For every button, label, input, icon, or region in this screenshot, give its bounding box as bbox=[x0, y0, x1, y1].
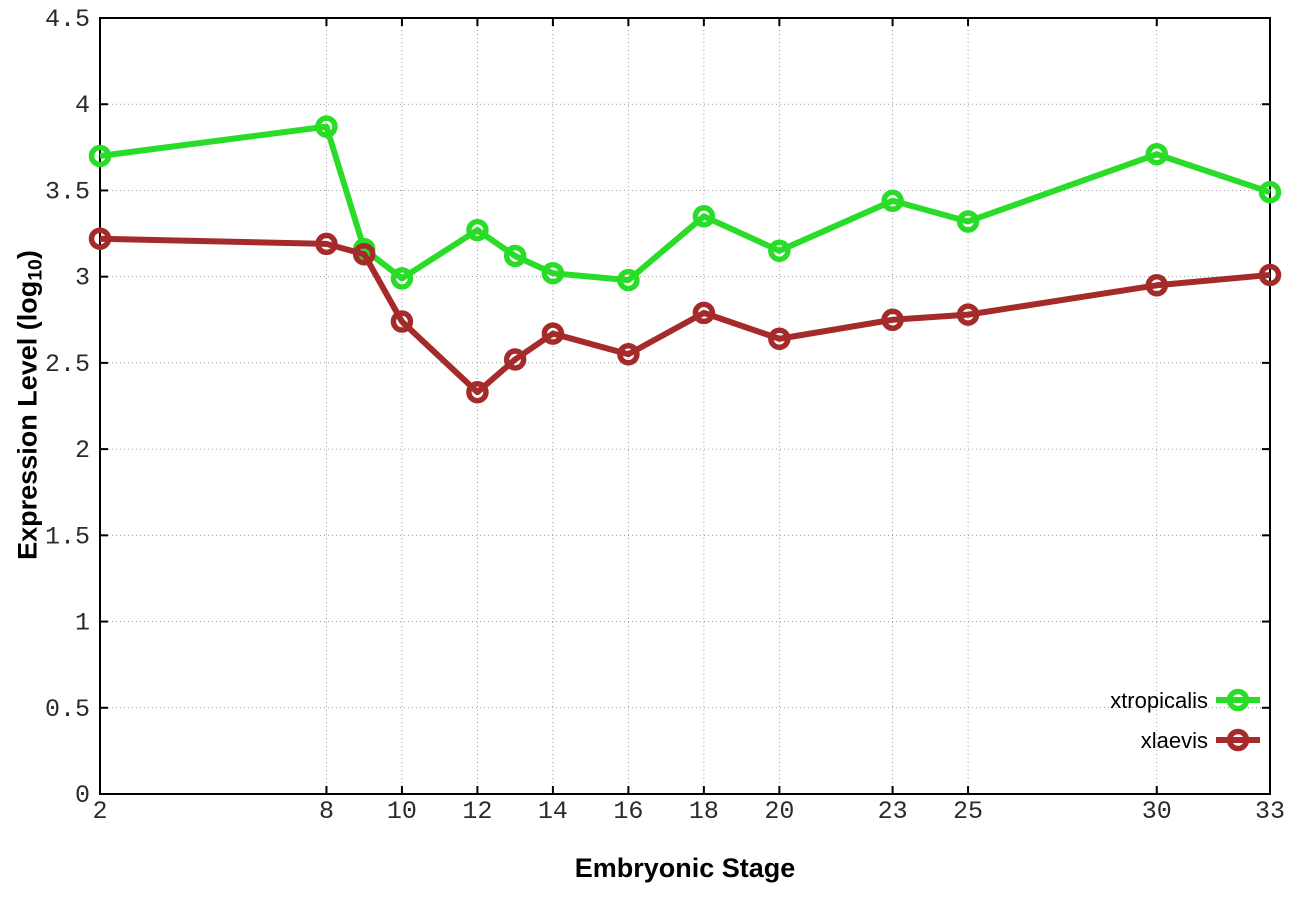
data-point-xlaevis bbox=[768, 327, 791, 350]
y-axis-title: Expression Level (log10) bbox=[12, 250, 47, 560]
y-axis-title-main: Expression Level (log bbox=[12, 280, 43, 560]
legend-sample-marker-xtropicalis bbox=[1226, 688, 1250, 712]
data-point-xtropicalis bbox=[1258, 180, 1282, 204]
data-point-xlaevis bbox=[390, 310, 414, 333]
y-tick-label: 1 bbox=[75, 609, 90, 638]
legend-label-xtropicalis: xtropicalis bbox=[1110, 688, 1208, 713]
y-axis-title-end: ) bbox=[12, 250, 43, 260]
series-line-xlaevis bbox=[99, 235, 1271, 396]
data-point-xtropicalis bbox=[692, 205, 716, 228]
data-point-xlaevis bbox=[352, 242, 376, 266]
x-axis-title: Embryonic Stage bbox=[574, 853, 796, 883]
x-tick-label: 8 bbox=[319, 797, 334, 826]
data-point-xtropicalis bbox=[768, 239, 791, 263]
x-tick-label: 16 bbox=[613, 797, 643, 826]
data-point-xtropicalis bbox=[503, 244, 527, 268]
y-tick-label: 2 bbox=[75, 436, 90, 465]
x-tick-label: 23 bbox=[878, 797, 908, 826]
data-point-xlaevis bbox=[541, 322, 565, 345]
x-tick-label: 20 bbox=[764, 797, 794, 826]
data-point-xtropicalis bbox=[1145, 142, 1169, 166]
x-tick-label: 33 bbox=[1255, 797, 1285, 826]
data-point-xtropicalis bbox=[390, 267, 414, 290]
x-tick-label: 30 bbox=[1142, 797, 1172, 826]
x-tick-label: 14 bbox=[538, 797, 568, 826]
data-point-xlaevis bbox=[692, 301, 716, 325]
y-tick-label: 4.5 bbox=[45, 5, 90, 34]
data-point-xlaevis bbox=[617, 343, 640, 366]
x-tick-label: 18 bbox=[689, 797, 719, 826]
y-tick-label: 2.5 bbox=[45, 350, 90, 379]
y-tick-label: 4 bbox=[75, 91, 90, 120]
data-point-xlaevis bbox=[88, 227, 112, 250]
data-point-xtropicalis bbox=[541, 261, 565, 285]
data-point-xtropicalis bbox=[315, 115, 338, 138]
y-tick-label: 0 bbox=[75, 781, 90, 810]
y-tick-label: 0.5 bbox=[45, 695, 90, 724]
data-point-xlaevis bbox=[1145, 274, 1169, 297]
data-point-xlaevis bbox=[881, 308, 904, 332]
data-point-xtropicalis bbox=[956, 210, 980, 233]
y-tick-label: 3 bbox=[75, 264, 90, 293]
data-point-xtropicalis bbox=[881, 189, 904, 213]
legend-label-xlaevis: xlaevis bbox=[1140, 728, 1208, 753]
x-tick-label: 2 bbox=[92, 797, 107, 826]
data-point-xlaevis bbox=[315, 232, 338, 256]
legend-sample-marker-xlaevis bbox=[1226, 728, 1250, 752]
y-tick-label: 3.5 bbox=[45, 177, 90, 206]
data-point-xlaevis bbox=[466, 380, 489, 404]
x-tick-label: 10 bbox=[387, 797, 417, 826]
data-point-xlaevis bbox=[503, 348, 527, 371]
plot-border bbox=[99, 17, 1271, 795]
x-tick-label: 25 bbox=[953, 797, 983, 826]
data-point-xtropicalis bbox=[617, 268, 640, 292]
data-point-xlaevis bbox=[1258, 263, 1282, 287]
series-line-xtropicalis bbox=[99, 123, 1271, 284]
y-axis-title-subscript: 10 bbox=[24, 259, 47, 281]
data-point-xlaevis bbox=[956, 303, 980, 326]
data-point-xtropicalis bbox=[466, 218, 489, 242]
x-tick-label: 12 bbox=[462, 797, 492, 826]
y-tick-label: 1.5 bbox=[45, 522, 90, 551]
data-point-xtropicalis bbox=[88, 144, 112, 168]
